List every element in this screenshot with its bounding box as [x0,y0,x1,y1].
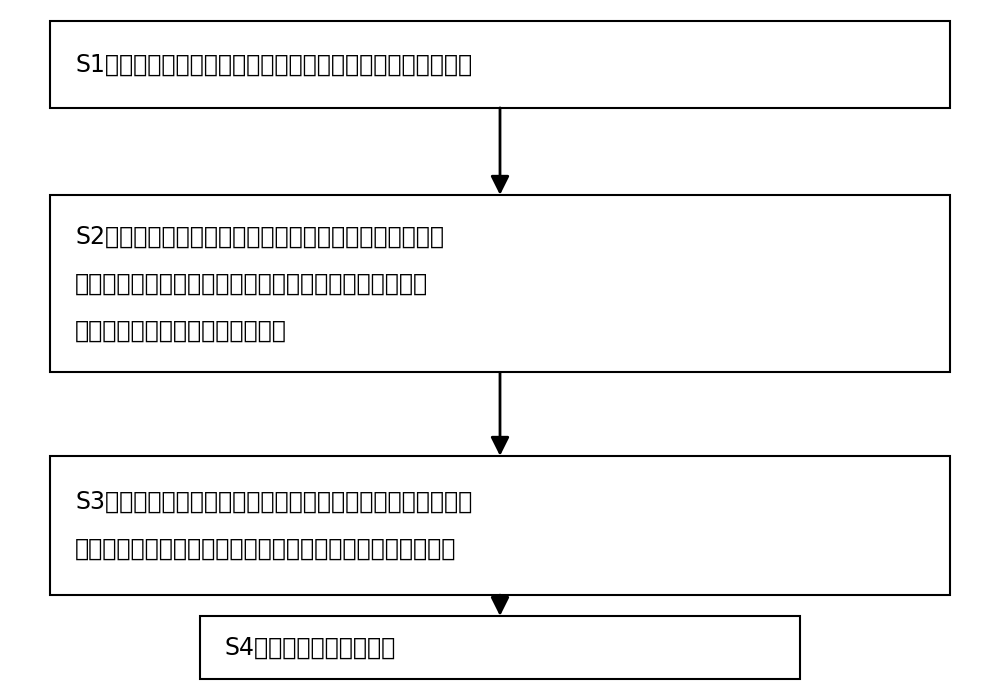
Bar [200,616,800,679]
Bar [50,195,950,372]
Text: S1：以型腔浇口为起点，到型腔末端划分为若干个检测区域；: S1：以型腔浇口为起点，到型腔末端划分为若干个检测区域； [75,52,472,77]
Text: 的流速阈值比较评估熔料流动性；: 的流速阈值比较评估熔料流动性； [75,319,287,343]
Text: S2：注塑过程中，实时监测各检测区域的压力、温度与熔: S2：注塑过程中，实时监测各检测区域的压力、温度与熔 [75,224,444,248]
Text: 度数据，执行压力分段控制或温度局部控制，调节熔料流速；: 度数据，执行压力分段控制或温度局部控制，调节熔料流速； [75,537,456,561]
Bar [50,456,950,595]
Text: 料流速；根据熔料在型腔中流经的位置及其流速，与预设: 料流速；根据熔料在型腔中流经的位置及其流速，与预设 [75,271,428,296]
Bar [50,21,950,108]
Text: S3：根据评估的流动性以及位置所处检测区域获取的压力和温: S3：根据评估的流动性以及位置所处检测区域获取的压力和温 [75,490,472,514]
Text: S4：完成模具注塑过程。: S4：完成模具注塑过程。 [225,635,396,659]
